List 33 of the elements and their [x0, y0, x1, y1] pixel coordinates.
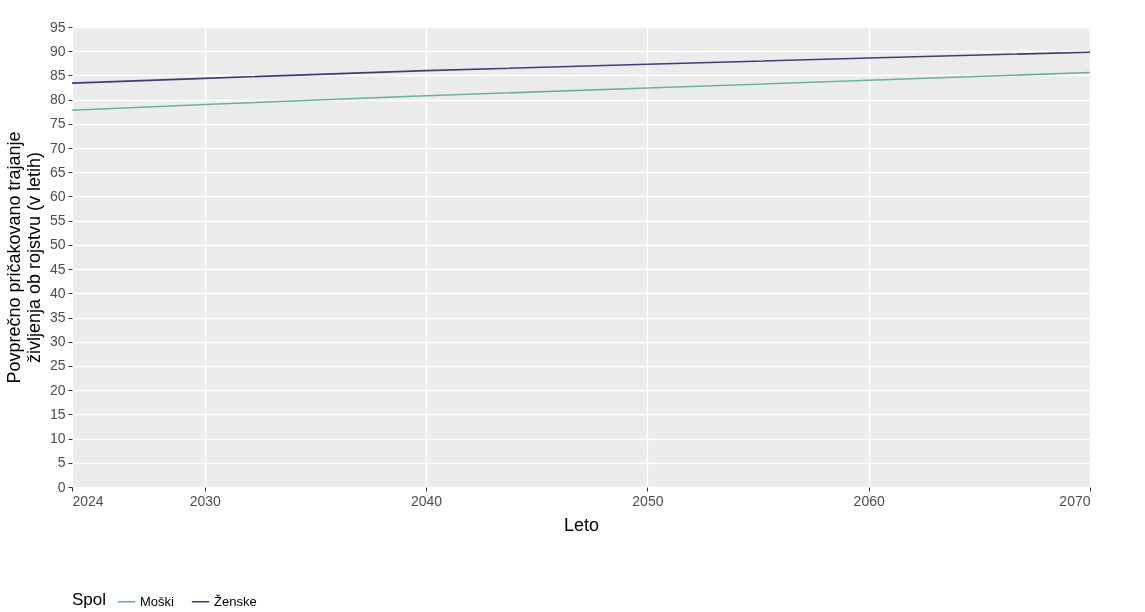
y-tick-label: 70 [49, 139, 66, 156]
y-tick-label: 10 [49, 430, 66, 447]
y-tick-label: 95 [49, 18, 66, 35]
y-tick-label: 80 [49, 91, 66, 108]
y-tick-label: 65 [49, 163, 66, 180]
y-tick-label: 90 [49, 42, 66, 59]
legend-label: Ženske [214, 593, 257, 609]
legend-label: Moški [140, 593, 175, 609]
y-tick-label: 55 [49, 212, 66, 229]
y-tick-label: 5 [57, 454, 66, 471]
y-tick-label: 85 [49, 66, 66, 83]
y-tick-label: 35 [49, 309, 66, 326]
y-tick-label: 15 [49, 405, 66, 422]
x-tick-label: 2040 [411, 492, 443, 509]
y-tick-label: 0 [57, 478, 66, 495]
y-tick-label: 25 [49, 357, 66, 374]
y-tick-label: 45 [49, 260, 66, 277]
x-axis-title: Leto [563, 514, 600, 535]
legend-title: Spol [72, 590, 107, 609]
x-tick-label: 2024 [72, 492, 104, 509]
y-tick-label: 30 [49, 333, 66, 350]
x-tick-label: 2050 [632, 492, 664, 509]
line-series [72, 51, 1090, 84]
y-axis-title: Povprečno pričakovano trajanje življenja ob rojstvu (v letih) [3, 131, 44, 384]
y-tick-label: 20 [49, 381, 66, 398]
y-tick-label: 40 [49, 284, 66, 301]
y-tick-label: 60 [49, 187, 66, 204]
line-series [72, 71, 1090, 112]
x-tick-label: 2060 [853, 492, 885, 509]
y-tick-label: 50 [49, 236, 66, 253]
y-tick-label: 75 [49, 115, 66, 132]
x-tick-label: 2070 [1059, 492, 1091, 509]
x-tick-label: 2030 [189, 492, 222, 509]
